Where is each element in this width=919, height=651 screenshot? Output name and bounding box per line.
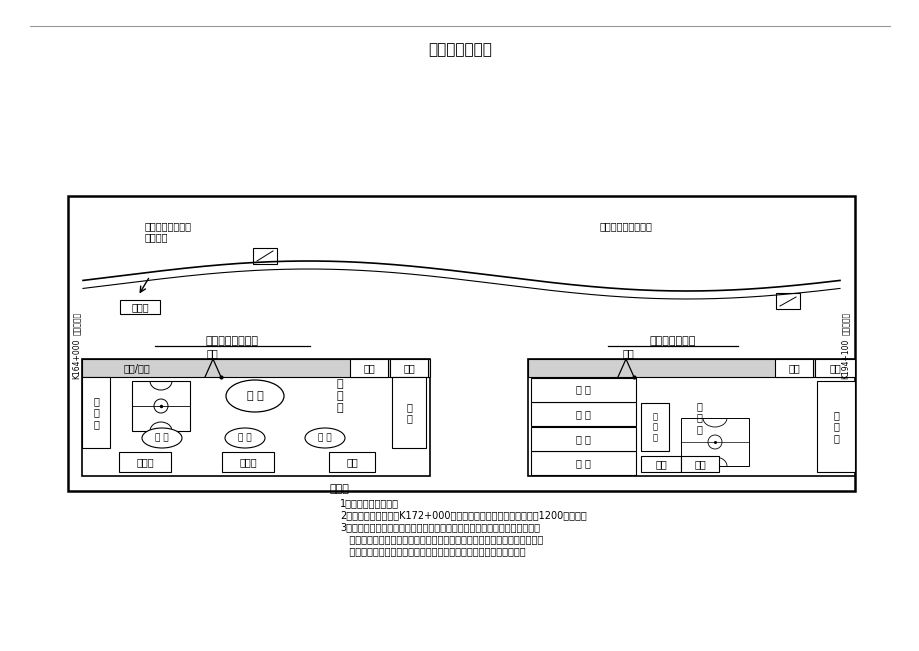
Text: 项目经理部布局图: 项目经理部布局图	[205, 336, 258, 346]
Text: 宿 舍: 宿 舍	[575, 409, 590, 419]
Text: 花 坛: 花 坛	[155, 434, 168, 443]
Bar	[680, 418, 748, 466]
Bar	[391, 377, 425, 448]
Text: 施工营地布局图: 施工营地布局图	[649, 336, 696, 346]
Bar	[641, 403, 668, 451]
Text: 花园式经理部。营地内住宿及办公用房一律使用双层活动板房搭建。: 花园式经理部。营地内住宿及办公用房一律使用双层活动板房搭建。	[340, 546, 525, 556]
Text: 餐厅: 餐厅	[788, 363, 799, 373]
Text: 花 坛: 花 坛	[238, 434, 252, 443]
Text: 宿 舍: 宿 舍	[575, 385, 590, 395]
Text: 厕所: 厕所	[693, 459, 705, 469]
Ellipse shape	[142, 428, 182, 448]
Text: 宿
舍: 宿 舍	[405, 402, 412, 423]
Bar	[814, 359, 854, 377]
Text: 路面、桥梁、涵洞: 路面、桥梁、涵洞	[145, 221, 192, 231]
Bar	[253, 248, 277, 264]
Text: 花 坛: 花 坛	[318, 434, 332, 443]
Ellipse shape	[226, 380, 284, 412]
Text: K194+100: K194+100	[841, 339, 849, 379]
Ellipse shape	[305, 428, 345, 448]
Text: 食堂/餐厅: 食堂/餐厅	[123, 363, 150, 373]
Text: 等施工队: 等施工队	[145, 232, 168, 242]
Bar	[119, 300, 160, 314]
Ellipse shape	[225, 428, 265, 448]
Bar	[119, 452, 171, 472]
Text: 门卫: 门卫	[621, 348, 633, 358]
Bar	[530, 451, 635, 475]
Text: 监理: 监理	[346, 457, 357, 467]
Text: 食堂: 食堂	[828, 363, 840, 373]
Circle shape	[708, 435, 721, 449]
Text: 安全设施施工队营地: 安全设施施工队营地	[599, 221, 652, 231]
Text: 会议室: 会议室	[136, 457, 153, 467]
Text: 1、本图仅为示意图。: 1、本图仅为示意图。	[340, 498, 399, 508]
Bar	[390, 359, 427, 377]
Bar	[530, 378, 635, 402]
Text: 说明：: 说明：	[330, 484, 349, 494]
Bar	[82, 359, 429, 476]
Bar	[816, 381, 854, 472]
Text: 办公室: 办公室	[239, 457, 256, 467]
Bar	[528, 359, 854, 476]
Text: 花 坛: 花 坛	[246, 391, 263, 401]
Text: 娱
乐
室: 娱 乐 室	[833, 410, 838, 443]
Text: 经理部: 经理部	[131, 302, 149, 312]
Text: 门卫: 门卫	[206, 348, 218, 358]
Bar	[774, 359, 812, 377]
Text: 3、施工营地四周采用塑钢围墙，并按规定的内容和标准进行装饰及标识以达: 3、施工营地四周采用塑钢围墙，并按规定的内容和标准进行装饰及标识以达	[340, 522, 539, 532]
Text: 试
验
室: 试 验 室	[93, 396, 99, 429]
Bar	[68, 196, 854, 491]
Text: 厕所: 厕所	[403, 363, 414, 373]
Bar	[528, 359, 854, 377]
Bar	[641, 456, 680, 472]
Text: 停
车
场: 停 车 场	[696, 401, 701, 434]
Bar	[131, 381, 190, 431]
Text: 2、项目经理部计划在K172+000右侧的空地相地建设，项目部占地1200平方米。: 2、项目经理部计划在K172+000右侧的空地相地建设，项目部占地1200平方米…	[340, 510, 586, 520]
Bar	[530, 402, 635, 426]
Text: K164+000: K164+000	[73, 339, 82, 379]
Bar	[82, 377, 110, 448]
Bar	[329, 452, 375, 472]
Text: 宿 舍: 宿 舍	[575, 434, 590, 444]
Circle shape	[153, 399, 168, 413]
Bar	[680, 456, 719, 472]
Text: 浴室: 浴室	[654, 459, 666, 469]
Text: 施工平面布置图: 施工平面布置图	[427, 42, 492, 57]
Bar	[349, 359, 388, 377]
Text: 浴室: 浴室	[363, 363, 374, 373]
Bar	[530, 427, 635, 450]
Bar	[221, 452, 274, 472]
Text: 停
车
场: 停 车 场	[336, 380, 343, 413]
Text: 本标段起点: 本标段起点	[73, 312, 82, 335]
Text: 到与周围环境相协调，并保持整洁。项目经理部按文明项目经理部标准建成: 到与周围环境相协调，并保持整洁。项目经理部按文明项目经理部标准建成	[340, 534, 542, 544]
Bar	[775, 293, 800, 309]
Text: 本标段终点: 本标段终点	[841, 312, 849, 335]
Bar	[82, 359, 429, 377]
Text: 绿
花
坛: 绿 花 坛	[652, 412, 657, 442]
Text: 宿 舍: 宿 舍	[575, 458, 590, 469]
